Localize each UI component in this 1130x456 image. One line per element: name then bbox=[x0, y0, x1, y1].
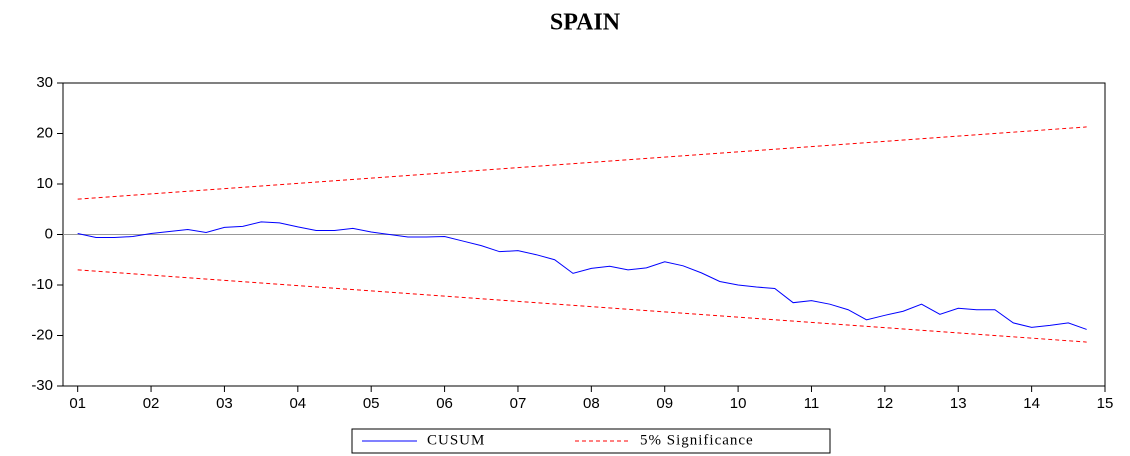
x-tick-label: 07 bbox=[510, 395, 527, 412]
x-tick-label: 10 bbox=[730, 395, 747, 412]
x-tick-label: 15 bbox=[1097, 395, 1114, 412]
x-tick-label: 02 bbox=[143, 395, 160, 412]
x-tick-label: 08 bbox=[583, 395, 600, 412]
significance-upper bbox=[77, 126, 1087, 200]
legend-box bbox=[351, 428, 831, 454]
x-tick-label: 14 bbox=[1023, 395, 1040, 412]
y-tick-label: 10 bbox=[36, 175, 53, 192]
x-tick-label: 11 bbox=[804, 395, 820, 412]
x-tick-label: 01 bbox=[69, 395, 86, 412]
x-tick-label: 12 bbox=[877, 395, 894, 412]
legend-label: 5% Significance bbox=[640, 432, 754, 448]
y-tick-label: -10 bbox=[31, 276, 53, 293]
x-tick-label: 03 bbox=[216, 395, 233, 412]
significance-lower bbox=[77, 269, 1087, 343]
x-tick-label: 06 bbox=[436, 395, 453, 412]
chart-title: SPAIN bbox=[550, 10, 621, 36]
y-tick-label: 0 bbox=[45, 225, 53, 242]
legend-label: CUSUM bbox=[427, 432, 485, 448]
y-tick-label: -20 bbox=[31, 326, 53, 343]
x-tick-label: 04 bbox=[289, 395, 306, 412]
x-tick-label: 05 bbox=[363, 395, 380, 412]
x-tick-label: 09 bbox=[656, 395, 673, 412]
x-tick-label: 13 bbox=[950, 395, 967, 412]
cusum-line bbox=[77, 221, 1087, 330]
y-tick-label: 30 bbox=[36, 74, 53, 91]
y-tick-label: -30 bbox=[31, 377, 53, 394]
y-tick-label: 20 bbox=[36, 124, 53, 141]
